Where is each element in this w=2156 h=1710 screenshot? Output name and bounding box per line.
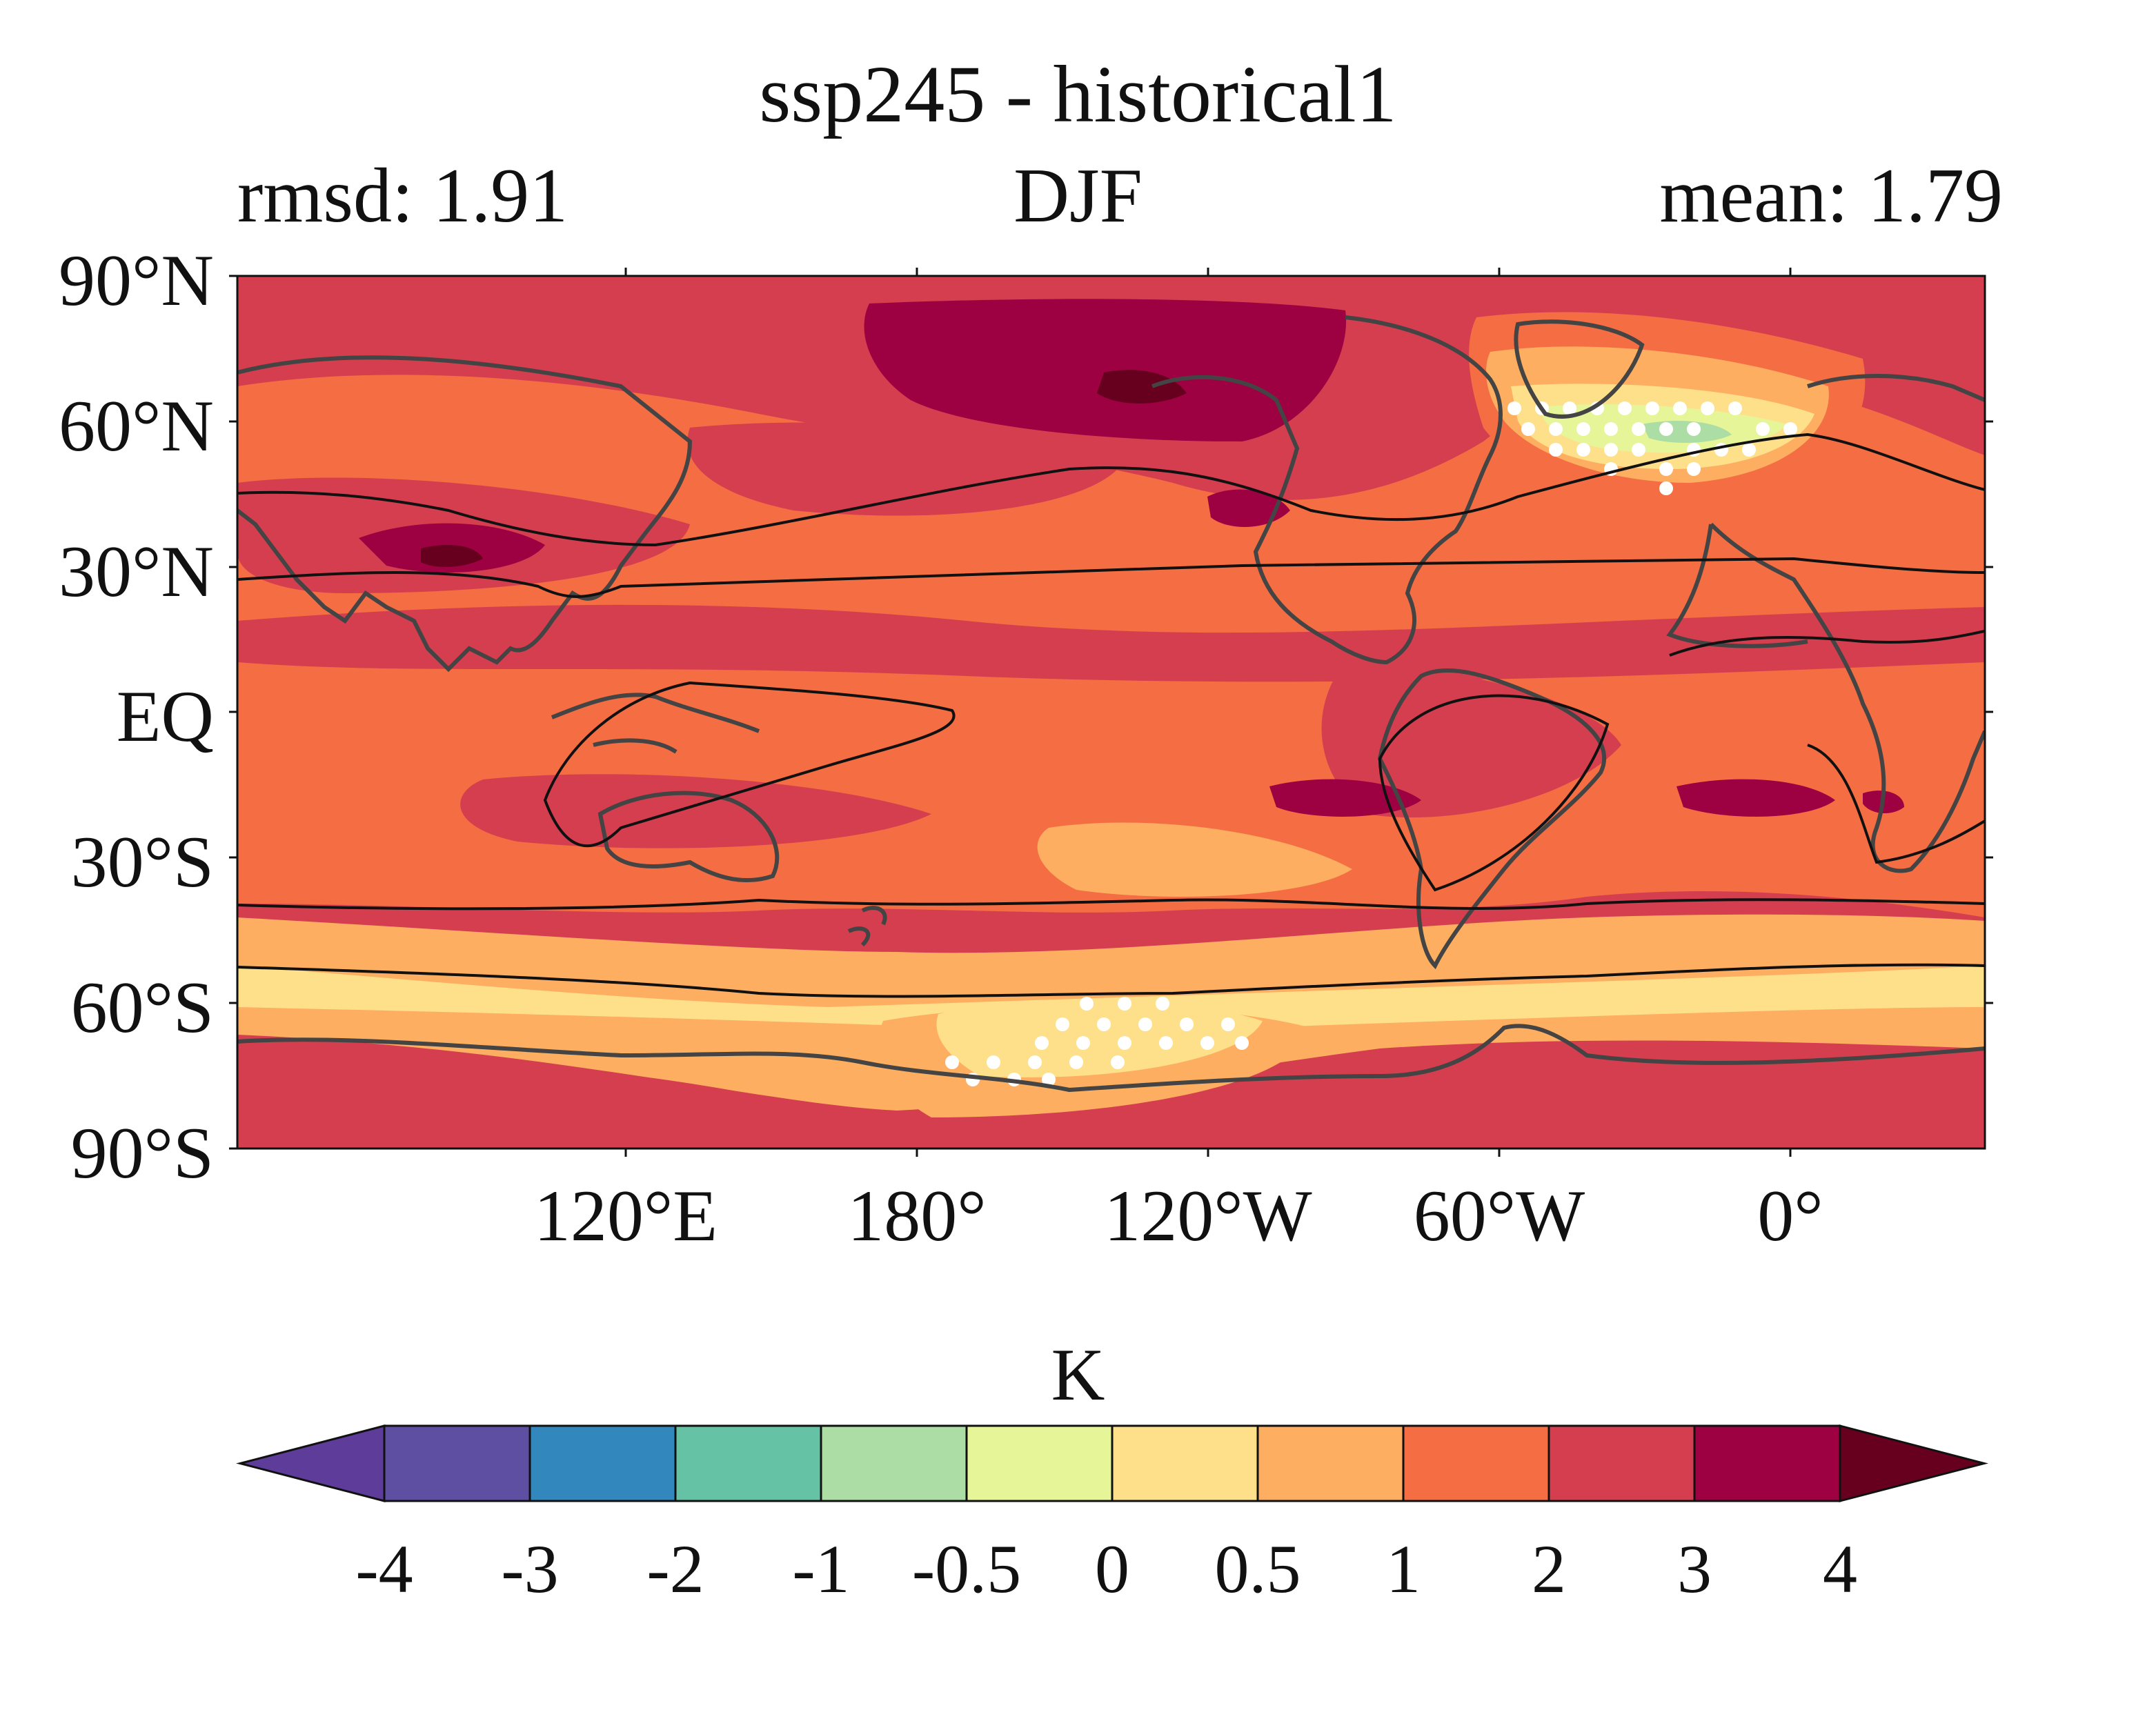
map-field	[237, 276, 1985, 1149]
colorbar-units: K	[1051, 1334, 1105, 1416]
contour-s-america	[1378, 694, 1610, 892]
colorbar-extend-high	[1839, 1424, 1988, 1502]
field-patch-ross-sea-inner	[936, 999, 1263, 1077]
colorbar-swatch	[674, 1424, 822, 1502]
lat-label-90n: 90°N	[59, 240, 214, 321]
field-antarctic	[237, 1058, 1985, 1149]
significance-stipple	[945, 401, 1797, 1086]
colorbar-tick-label: 2	[1532, 1531, 1566, 1607]
lat-label-30n: 30°N	[59, 531, 214, 612]
colorbar-tick-label: -0.5	[911, 1531, 1022, 1607]
contour-north-1	[237, 433, 1985, 547]
field-patch-s-pacific-warm	[1037, 822, 1352, 897]
contour-south-1	[237, 898, 1985, 911]
colorbar-swatch	[1402, 1424, 1550, 1502]
colorbar-tick-label: 1	[1386, 1531, 1421, 1607]
coast-eurasia	[237, 355, 693, 673]
contour-s-africa	[1807, 744, 1985, 864]
lat-label-eq: EQ	[116, 676, 214, 757]
lat-label-60s: 60°S	[70, 967, 214, 1048]
lon-label-60w: 60°W	[1413, 1175, 1585, 1256]
colorbar-tick-label: 4	[1823, 1531, 1857, 1607]
colorbar-tick-label: -2	[646, 1531, 704, 1607]
rmsd-label: rmsd: 1.91	[237, 153, 568, 239]
colorbar-extend-low	[236, 1424, 386, 1502]
lat-label-60n: 60°N	[59, 386, 214, 466]
contour-north-2	[237, 557, 1985, 598]
lon-label-120w: 120°W	[1104, 1175, 1312, 1256]
coast-australia	[597, 791, 780, 882]
colorbar-tick-label: 3	[1677, 1531, 1712, 1607]
field-patch-eq	[237, 604, 1985, 682]
field-max-arctic-pacific	[864, 299, 1347, 441]
coast-maritime	[551, 693, 760, 754]
map-title: ssp245 - historical1	[759, 49, 1397, 139]
field-max-nw-america	[1207, 489, 1290, 527]
lat-label-90s: 90°S	[70, 1113, 214, 1193]
axis-ticks	[229, 268, 1993, 1157]
colorbar-swatch	[820, 1424, 968, 1502]
coast-nz	[847, 906, 887, 947]
colorbar-swatch	[1256, 1424, 1405, 1502]
contour-south-2	[237, 963, 1985, 998]
lon-label-120e: 120°E	[533, 1175, 718, 1256]
contour-tropics	[543, 681, 956, 848]
colorbar	[236, 1424, 1988, 1502]
lat-label-30s: 30°S	[70, 822, 214, 902]
colorbar-swatch	[528, 1424, 677, 1502]
field-max-s-atlantic	[1677, 779, 1835, 817]
colorbar-tick-label: -4	[355, 1531, 413, 1607]
contour-n-africa	[1669, 630, 1985, 657]
field-patch-n-pacific	[687, 422, 1118, 516]
colorbar-swatch	[1547, 1424, 1696, 1502]
colorbar-swatch	[965, 1424, 1114, 1502]
mean-label: mean: 1.79	[1659, 153, 2003, 239]
field-max-tibet-core	[421, 545, 483, 567]
colorbar-tick-label: 0	[1095, 1531, 1129, 1607]
coast-greenland	[1514, 319, 1645, 419]
colorbar-tick-label: -1	[792, 1531, 850, 1607]
colorbar-tick-label: -3	[501, 1531, 559, 1607]
colorbar-swatch	[1693, 1424, 1841, 1502]
colorbar-tick-label: 0.5	[1214, 1531, 1301, 1607]
field-band-0-0.5-south	[237, 966, 1985, 1031]
colorbar-swatch	[1111, 1424, 1259, 1502]
coast-antarctica	[237, 1024, 1985, 1093]
field-patch-s-pacific	[460, 774, 931, 848]
coast-n-america	[1151, 315, 1503, 665]
colorbar-swatch	[383, 1424, 531, 1502]
climatology-contours	[237, 433, 1985, 998]
lon-label-0: 0°	[1757, 1175, 1823, 1256]
lon-label-180: 180°	[847, 1175, 987, 1256]
field-max-arctic-core	[1097, 370, 1187, 404]
season-label: DJF	[1013, 153, 1143, 239]
